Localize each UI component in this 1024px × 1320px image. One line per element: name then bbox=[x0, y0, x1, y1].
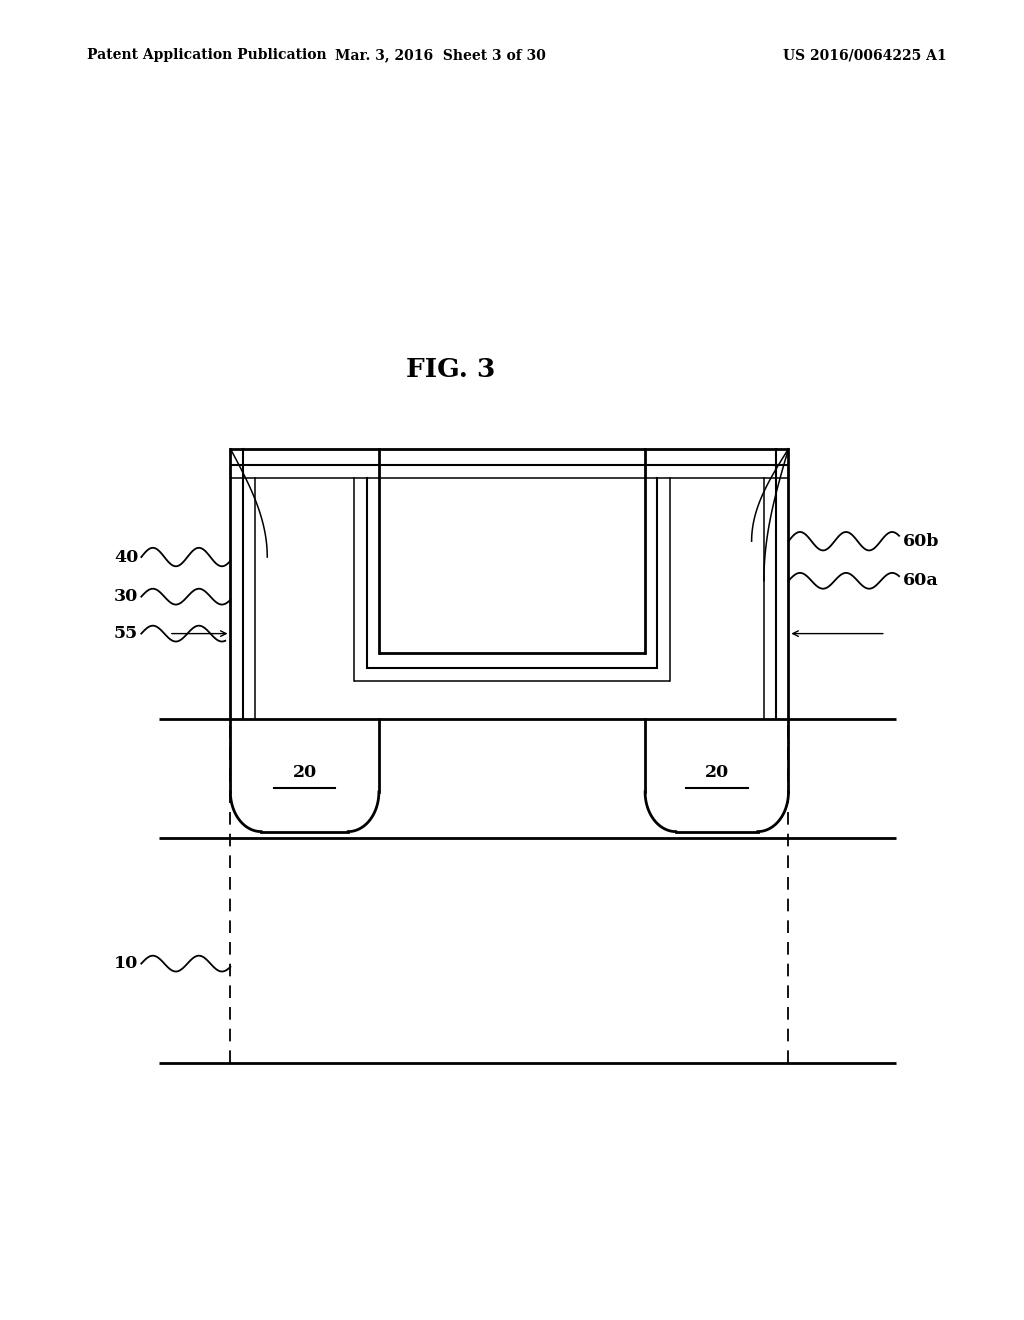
Text: 30: 30 bbox=[114, 589, 138, 605]
Text: 10: 10 bbox=[114, 956, 138, 972]
Text: 20: 20 bbox=[705, 764, 729, 780]
Text: US 2016/0064225 A1: US 2016/0064225 A1 bbox=[783, 49, 947, 62]
Text: 40: 40 bbox=[114, 549, 138, 565]
Text: 20: 20 bbox=[293, 764, 316, 780]
Text: 60a: 60a bbox=[903, 573, 939, 589]
Text: Mar. 3, 2016  Sheet 3 of 30: Mar. 3, 2016 Sheet 3 of 30 bbox=[335, 49, 546, 62]
Text: FIG. 3: FIG. 3 bbox=[406, 358, 496, 381]
Text: Patent Application Publication: Patent Application Publication bbox=[87, 49, 327, 62]
Text: 60b: 60b bbox=[903, 533, 940, 549]
Text: 55: 55 bbox=[114, 626, 138, 642]
